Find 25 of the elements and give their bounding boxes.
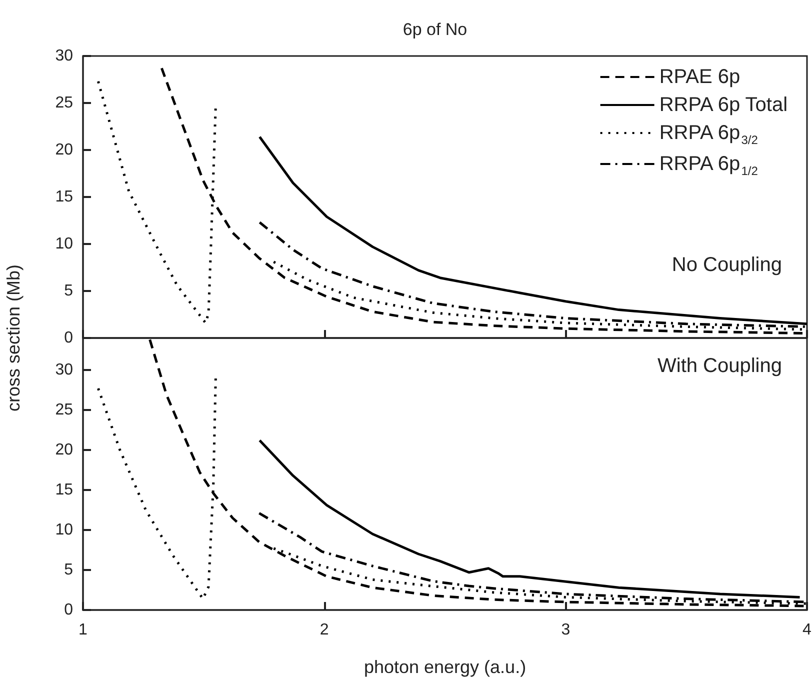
x-tick-label: 1	[78, 622, 88, 638]
y-tick-label: 25	[55, 402, 74, 418]
x-tick-label: 2	[320, 622, 329, 638]
y-tick-label: 20	[55, 142, 74, 158]
y-tick-label: 30	[55, 362, 74, 378]
x-tick-label: 3	[561, 622, 570, 638]
y-tick-label: 20	[55, 442, 74, 458]
y-tick-label: 0	[64, 602, 74, 618]
y-tick-label: 25	[55, 94, 74, 112]
y-tick-label: 5	[64, 282, 74, 300]
y-tick-label: 10	[55, 522, 74, 538]
chart-title: 6p of No	[402, 20, 468, 39]
y-axis-title: cross section (Mb)	[4, 264, 24, 412]
x-axis-title: photon energy (a.u.)	[364, 657, 526, 677]
y-tick-label: 30	[55, 48, 74, 64]
x-tick-label: 4	[802, 622, 812, 638]
y-tick-label: 10	[55, 236, 74, 252]
annotation: No Coupling	[672, 254, 782, 276]
y-tick-label: 5	[64, 562, 74, 578]
legend-label: RPAE 6p	[659, 66, 740, 88]
legend-label: RRPA 6p Total	[659, 94, 788, 116]
y-tick-label: 15	[55, 188, 74, 206]
y-tick-label: 0	[64, 330, 74, 346]
annotation: With Coupling	[658, 355, 782, 377]
y-tick-label: 15	[55, 482, 74, 498]
